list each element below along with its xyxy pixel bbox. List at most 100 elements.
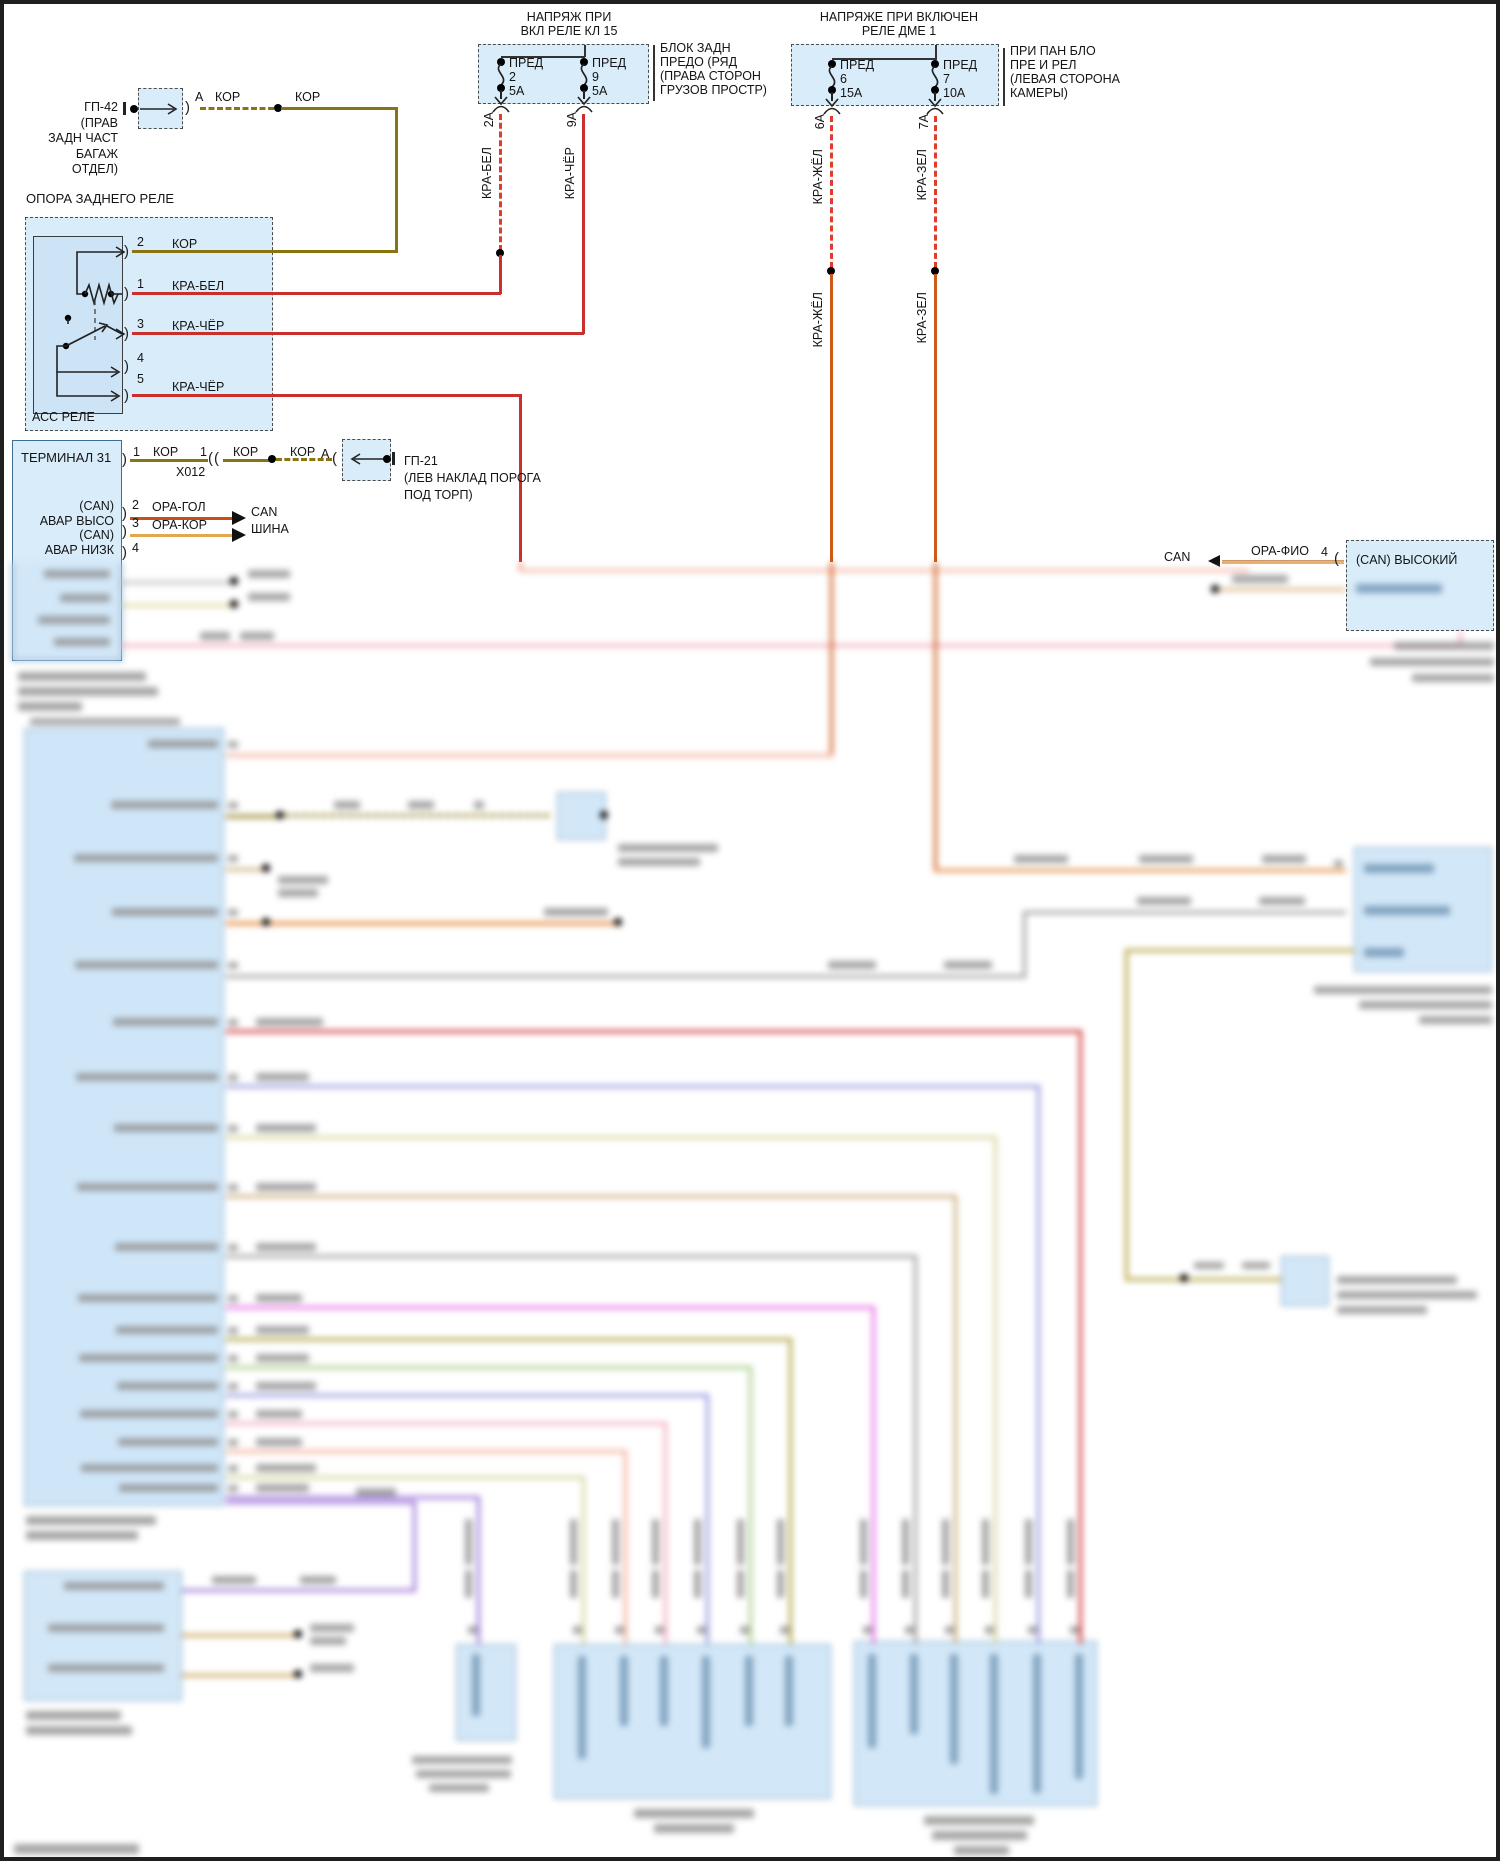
can-pin3-arc: ) bbox=[122, 523, 127, 540]
krazel-wire-label2: КРА-ЗЕЛ bbox=[915, 292, 929, 344]
kor-dashed-wire bbox=[276, 458, 332, 461]
fusebox2 bbox=[791, 44, 999, 106]
blur-wire-yellow1 bbox=[122, 604, 234, 607]
fuse7-element-icon bbox=[931, 65, 939, 88]
gp42-dashed-wire bbox=[200, 107, 274, 110]
blur-wire bbox=[612, 1519, 619, 1565]
kra-zel-junction-dot bbox=[931, 267, 939, 275]
ora-fio-wire bbox=[1222, 560, 1344, 564]
fuse2-amps: 5А bbox=[509, 84, 525, 98]
blur-drop-wire bbox=[914, 1255, 917, 1644]
blur-box-b-pin-text bbox=[620, 1656, 628, 1726]
kor-wire-vert bbox=[395, 107, 398, 253]
fuse7-break-icon bbox=[926, 107, 944, 115]
kra-zel-solid-wire bbox=[934, 274, 937, 562]
blur-wire bbox=[256, 1464, 316, 1472]
blur-wire bbox=[902, 1519, 909, 1565]
can-left-labels: (CAN) АВАР ВЫСО (CAN) АВАР НИЗК bbox=[39, 499, 114, 557]
ora-gol-label: ОРА-ГОЛ bbox=[152, 500, 206, 514]
krazhyol-wire-label2: КРА-ЖЁЛ bbox=[811, 292, 825, 348]
relay-pin1-number: 1 bbox=[137, 277, 144, 291]
blur-box-b-pin-text bbox=[578, 1656, 586, 1759]
can-right-bus-label: CAN bbox=[1164, 550, 1191, 564]
blur-drop-wire bbox=[994, 1136, 997, 1644]
blur-wire-salmon-long bbox=[519, 569, 1249, 572]
relay-pin4-arc: ) bbox=[124, 358, 129, 375]
fuse6-break-icon bbox=[823, 107, 841, 115]
fuse2-break-icon bbox=[492, 105, 510, 113]
fuse7-label: ПРЕД bbox=[943, 58, 978, 72]
fusebox2-header-line1: НАПРЯЖЕ ПРИ ВКЛЮЧЕН bbox=[819, 10, 979, 24]
gp21-pin-arc: ( bbox=[332, 450, 337, 467]
gp21-terminal-bar bbox=[392, 452, 395, 465]
blur-row-wire bbox=[226, 1422, 667, 1425]
blur-pin-number bbox=[228, 1295, 238, 1302]
fuse6-out-label: 6А bbox=[813, 114, 827, 130]
blur-krazel-vert bbox=[934, 562, 937, 872]
blur-wire bbox=[780, 1626, 789, 1634]
gp21-terminal-dot bbox=[383, 455, 391, 463]
blur-pin-name bbox=[116, 1326, 218, 1334]
kor3-label: КОР bbox=[290, 445, 316, 459]
terminal31-a-letter: А bbox=[321, 447, 330, 461]
blur-wire bbox=[1067, 1519, 1074, 1565]
fuse7-top-dot bbox=[931, 60, 939, 68]
blur-wire bbox=[256, 1354, 309, 1362]
fuse2-out-label: 2А bbox=[482, 112, 496, 128]
fuse6-top-dot bbox=[828, 60, 836, 68]
terminal31-pin1-wire-b bbox=[223, 459, 269, 462]
terminal31-kor1-label: КОР bbox=[153, 445, 179, 459]
kra-zhyol-solid-wire bbox=[830, 274, 833, 562]
blur-olive-connector bbox=[1281, 1256, 1329, 1306]
blur-wire bbox=[256, 1183, 316, 1191]
fuse9-top-dot bbox=[580, 58, 588, 66]
relay-wire1-label: КРА-БЕЛ bbox=[172, 279, 225, 293]
fuse9-out-label: 9А bbox=[565, 112, 579, 128]
blur-pin-name bbox=[79, 1354, 218, 1362]
blur-pin-number bbox=[228, 1465, 238, 1472]
fusebox1-header: НАПРЯЖ ПРИ ВКЛ РЕЛЕ КЛ 15 bbox=[424, 10, 714, 38]
gp42-junction-dot bbox=[274, 104, 282, 112]
gp42-terminal-bar bbox=[123, 102, 126, 115]
fuse7-number: 7 bbox=[943, 72, 950, 86]
blur-wire bbox=[1067, 1570, 1074, 1598]
blur-pin-name bbox=[148, 740, 218, 748]
relay-pin1-arc: ) bbox=[124, 285, 129, 302]
fuse9-label: ПРЕД bbox=[592, 56, 627, 70]
relay-pin5-number: 5 bbox=[137, 372, 144, 386]
blur-wire bbox=[570, 1570, 577, 1598]
blur-pin-name bbox=[112, 908, 218, 916]
fuse6-lead bbox=[831, 92, 833, 101]
fusebox1 bbox=[478, 44, 649, 104]
blur-pin-number bbox=[228, 1184, 238, 1191]
blur-drop-wire bbox=[624, 1450, 627, 1644]
blur-wire bbox=[570, 1519, 577, 1565]
blur-drop-wire bbox=[582, 1476, 585, 1644]
blur-row2-wire-a bbox=[226, 815, 282, 818]
blur-loop-wire-a bbox=[226, 1501, 416, 1504]
blur-wire bbox=[694, 1519, 701, 1565]
blur-wire bbox=[942, 1570, 949, 1598]
blur-loop-wire-b bbox=[182, 1589, 416, 1592]
blur-row5-jog bbox=[1023, 911, 1026, 977]
blur-row1-wire bbox=[226, 754, 833, 757]
blur-box-c-pin-text bbox=[990, 1654, 998, 1794]
fusebox2-link-wire bbox=[832, 58, 937, 60]
blur-wire bbox=[860, 1570, 867, 1598]
can-pin4-arc: ) bbox=[122, 544, 127, 561]
relay-internals-icon bbox=[56, 246, 126, 402]
blur-pin-name bbox=[76, 1073, 218, 1081]
blur-pin-name bbox=[75, 961, 218, 969]
blur-row-wire bbox=[226, 1136, 997, 1139]
blur-row-wire bbox=[226, 1030, 1082, 1033]
blur-pin-number bbox=[228, 855, 238, 862]
terminal31-pin1-wire-a bbox=[130, 459, 208, 462]
blur-row-wire bbox=[226, 1450, 627, 1453]
can-right-pin-number: 4 bbox=[1321, 545, 1328, 559]
ora-fio-label: ОРА-ФИО bbox=[1251, 544, 1309, 558]
relay-title: ОПОРА ЗАДНЕГО РЕЛЕ bbox=[26, 191, 175, 206]
blur-drop-wire bbox=[789, 1338, 792, 1644]
relay-pin1-wire bbox=[132, 292, 501, 295]
x012-pin-number: 1 bbox=[200, 445, 207, 459]
